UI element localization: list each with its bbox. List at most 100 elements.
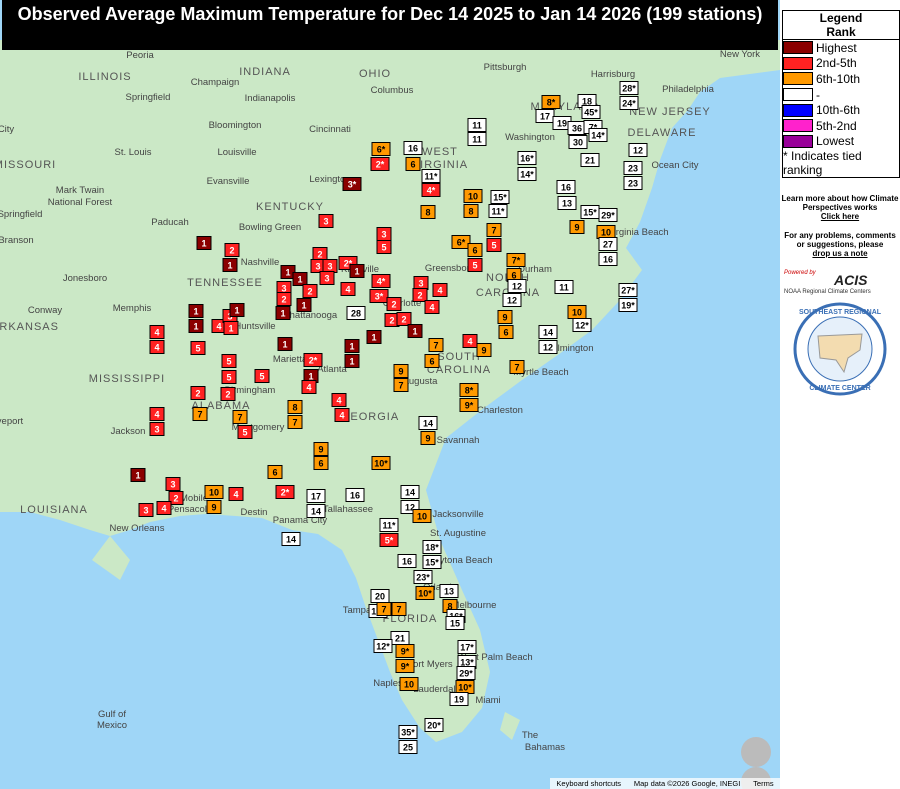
legend-label: 6th-10th [816, 71, 861, 86]
station-box [192, 407, 208, 421]
station-box [275, 306, 291, 320]
station-label: 9 [211, 502, 216, 512]
station-box [229, 303, 245, 317]
station-label: 10 [601, 227, 611, 237]
station-box [379, 518, 399, 532]
station: 1 [222, 258, 238, 272]
station-label: 2 [389, 315, 394, 325]
station-label: 9 [502, 312, 507, 322]
station: 16* [517, 151, 537, 165]
station-box [581, 105, 601, 119]
place-label: St. Louis [115, 147, 152, 158]
legend-swatch [783, 119, 813, 133]
legend-item: Highest [783, 40, 899, 56]
station-label: 1 [282, 339, 287, 349]
station-box [371, 142, 391, 156]
footer-link[interactable]: Terms [753, 779, 774, 788]
station-box [420, 431, 436, 445]
sercc-logo[interactable]: SOUTHEAST REGIONAL CLIMATE CENTER [790, 302, 890, 397]
station-label: 4 [154, 327, 159, 337]
place-label: New York [720, 49, 760, 60]
legend-label: Highest [816, 40, 857, 55]
place-label: Mobile [180, 493, 208, 504]
station-box [395, 644, 415, 658]
station-label: 23 [628, 178, 638, 188]
station-box [476, 343, 492, 357]
acis-logo[interactable]: Powered by ACIS NOAA Regional Climate Ce… [784, 270, 896, 298]
station: 29* [598, 208, 618, 222]
station: 14 [400, 485, 420, 499]
station-box [407, 324, 423, 338]
station-box [228, 487, 244, 501]
station-box [451, 235, 471, 249]
station: 15* [490, 190, 510, 204]
station: 2 [412, 288, 428, 302]
station-box [386, 297, 402, 311]
station: 2 [386, 297, 402, 311]
station-label: 11* [382, 520, 396, 530]
station-label: 7 [514, 362, 519, 372]
station: 5* [379, 533, 399, 547]
station-box [221, 370, 237, 384]
station-label: 27 [603, 239, 613, 249]
station: 16 [556, 180, 576, 194]
station: 23 [623, 161, 643, 175]
station: 25 [398, 740, 418, 754]
place-label: Naples [373, 678, 403, 689]
station: 16 [397, 554, 417, 568]
station-box [379, 533, 399, 547]
station-label: 12 [405, 502, 415, 512]
legend-item: 5th-2nd [783, 118, 899, 134]
station-label: 3 [323, 216, 328, 226]
place-label: Jonesboro [63, 273, 107, 284]
station: 1 [188, 319, 204, 333]
station: 14 [418, 416, 438, 430]
station-label: 6 [503, 327, 508, 337]
legend-label: 10th-6th [816, 103, 861, 118]
place-label: Savannah [437, 435, 480, 446]
station-label: 1 [371, 332, 376, 342]
station-label: 4* [427, 185, 436, 195]
footer-link[interactable]: Keyboard shortcuts [556, 779, 622, 788]
station-box [517, 151, 537, 165]
station: 5 [254, 369, 270, 383]
station-label: 1 [201, 238, 206, 248]
station-box [619, 96, 639, 110]
station: 14 [306, 504, 326, 518]
station-label: 5 [226, 356, 231, 366]
station: 4 [228, 487, 244, 501]
station-box [619, 81, 639, 95]
station-label: 15* [583, 207, 597, 217]
legend-swatch [783, 56, 813, 70]
station-box [223, 321, 239, 335]
zoom-control[interactable] [741, 737, 771, 767]
station: 14* [517, 167, 537, 181]
station-label: 3* [375, 291, 384, 301]
station-label: 6 [410, 159, 415, 169]
station: 28 [346, 306, 366, 320]
station: 4 [331, 393, 347, 407]
station-box [424, 300, 440, 314]
contact-link[interactable]: drop us a note [812, 249, 868, 258]
station-label: 4 [233, 489, 238, 499]
info-link[interactable]: Click here [820, 212, 860, 221]
station: 10 [567, 305, 587, 319]
station-box [254, 369, 270, 383]
station: 4 [334, 408, 350, 422]
station: 27 [598, 237, 618, 251]
station-label: 7 [237, 412, 242, 422]
station-box [188, 319, 204, 333]
station-label: 7 [381, 604, 386, 614]
station: 3 [413, 276, 429, 290]
place-label: Jacksonville [432, 509, 483, 520]
legend-label: 5th-2nd [816, 118, 857, 133]
station-box [412, 288, 428, 302]
place-label: DELAWARE [628, 127, 697, 139]
station-box [467, 258, 483, 272]
station: 1 [344, 354, 360, 368]
station-box [457, 640, 477, 654]
station-box [413, 570, 433, 584]
station-label: 14* [591, 130, 605, 140]
place-label: Springfield [0, 209, 42, 220]
